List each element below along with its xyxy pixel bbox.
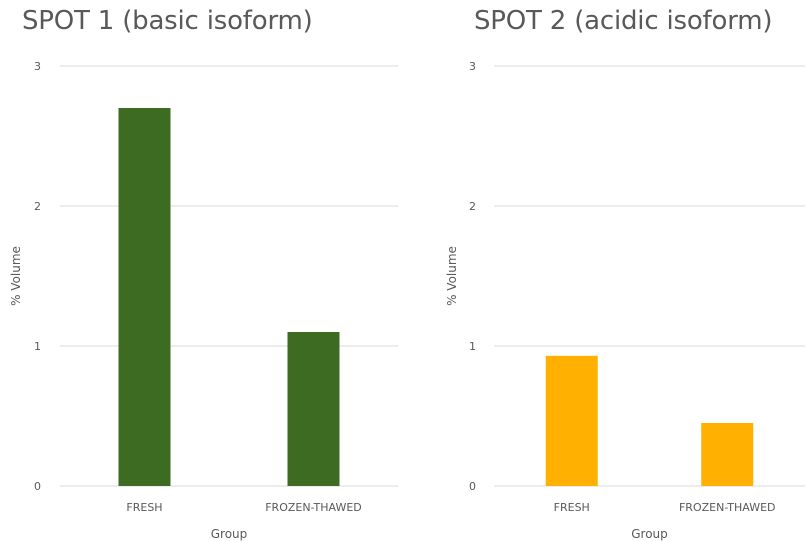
x-tick-label: FROZEN-THAWED [265,501,362,514]
x-tick-label: FRESH [554,501,590,514]
bar [701,423,754,486]
x-tick-label: FRESH [126,501,162,514]
chart-title: SPOT 2 (acidic isoform) [474,6,773,36]
y-axis-title: % Volume [9,246,23,306]
y-tick-label: 1 [34,340,41,353]
chart-title: SPOT 1 (basic isoform) [22,6,313,36]
chart-spot-2: SPOT 2 (acidic isoform) 0 1 2 3 FRESH FROZEN-… [432,0,807,541]
bar-chart-plot: 0 1 2 3 FRESH FROZEN-THAWED Group % Volume [445,60,805,541]
bar [545,355,598,486]
bar [287,332,340,486]
y-tick-label: 3 [469,60,476,73]
chart-spot-1: SPOT 1 (basic isoform) 0 1 2 3 FRESH FROZEN-T… [9,6,398,541]
bar [118,108,171,486]
y-tick-label: 1 [469,340,476,353]
bar-chart-plot: 0 1 2 3 FRESH FROZEN-THAWED Group % Volume [9,60,398,541]
x-axis-title: Group [631,527,668,541]
x-axis-title: Group [211,527,248,541]
y-tick-label: 0 [34,480,41,493]
x-tick-label: FROZEN-THAWED [679,501,776,514]
y-tick-label: 2 [469,200,476,213]
y-tick-label: 2 [34,200,41,213]
y-axis-title: % Volume [445,246,459,306]
y-tick-label: 3 [34,60,41,73]
y-tick-label: 0 [469,480,476,493]
